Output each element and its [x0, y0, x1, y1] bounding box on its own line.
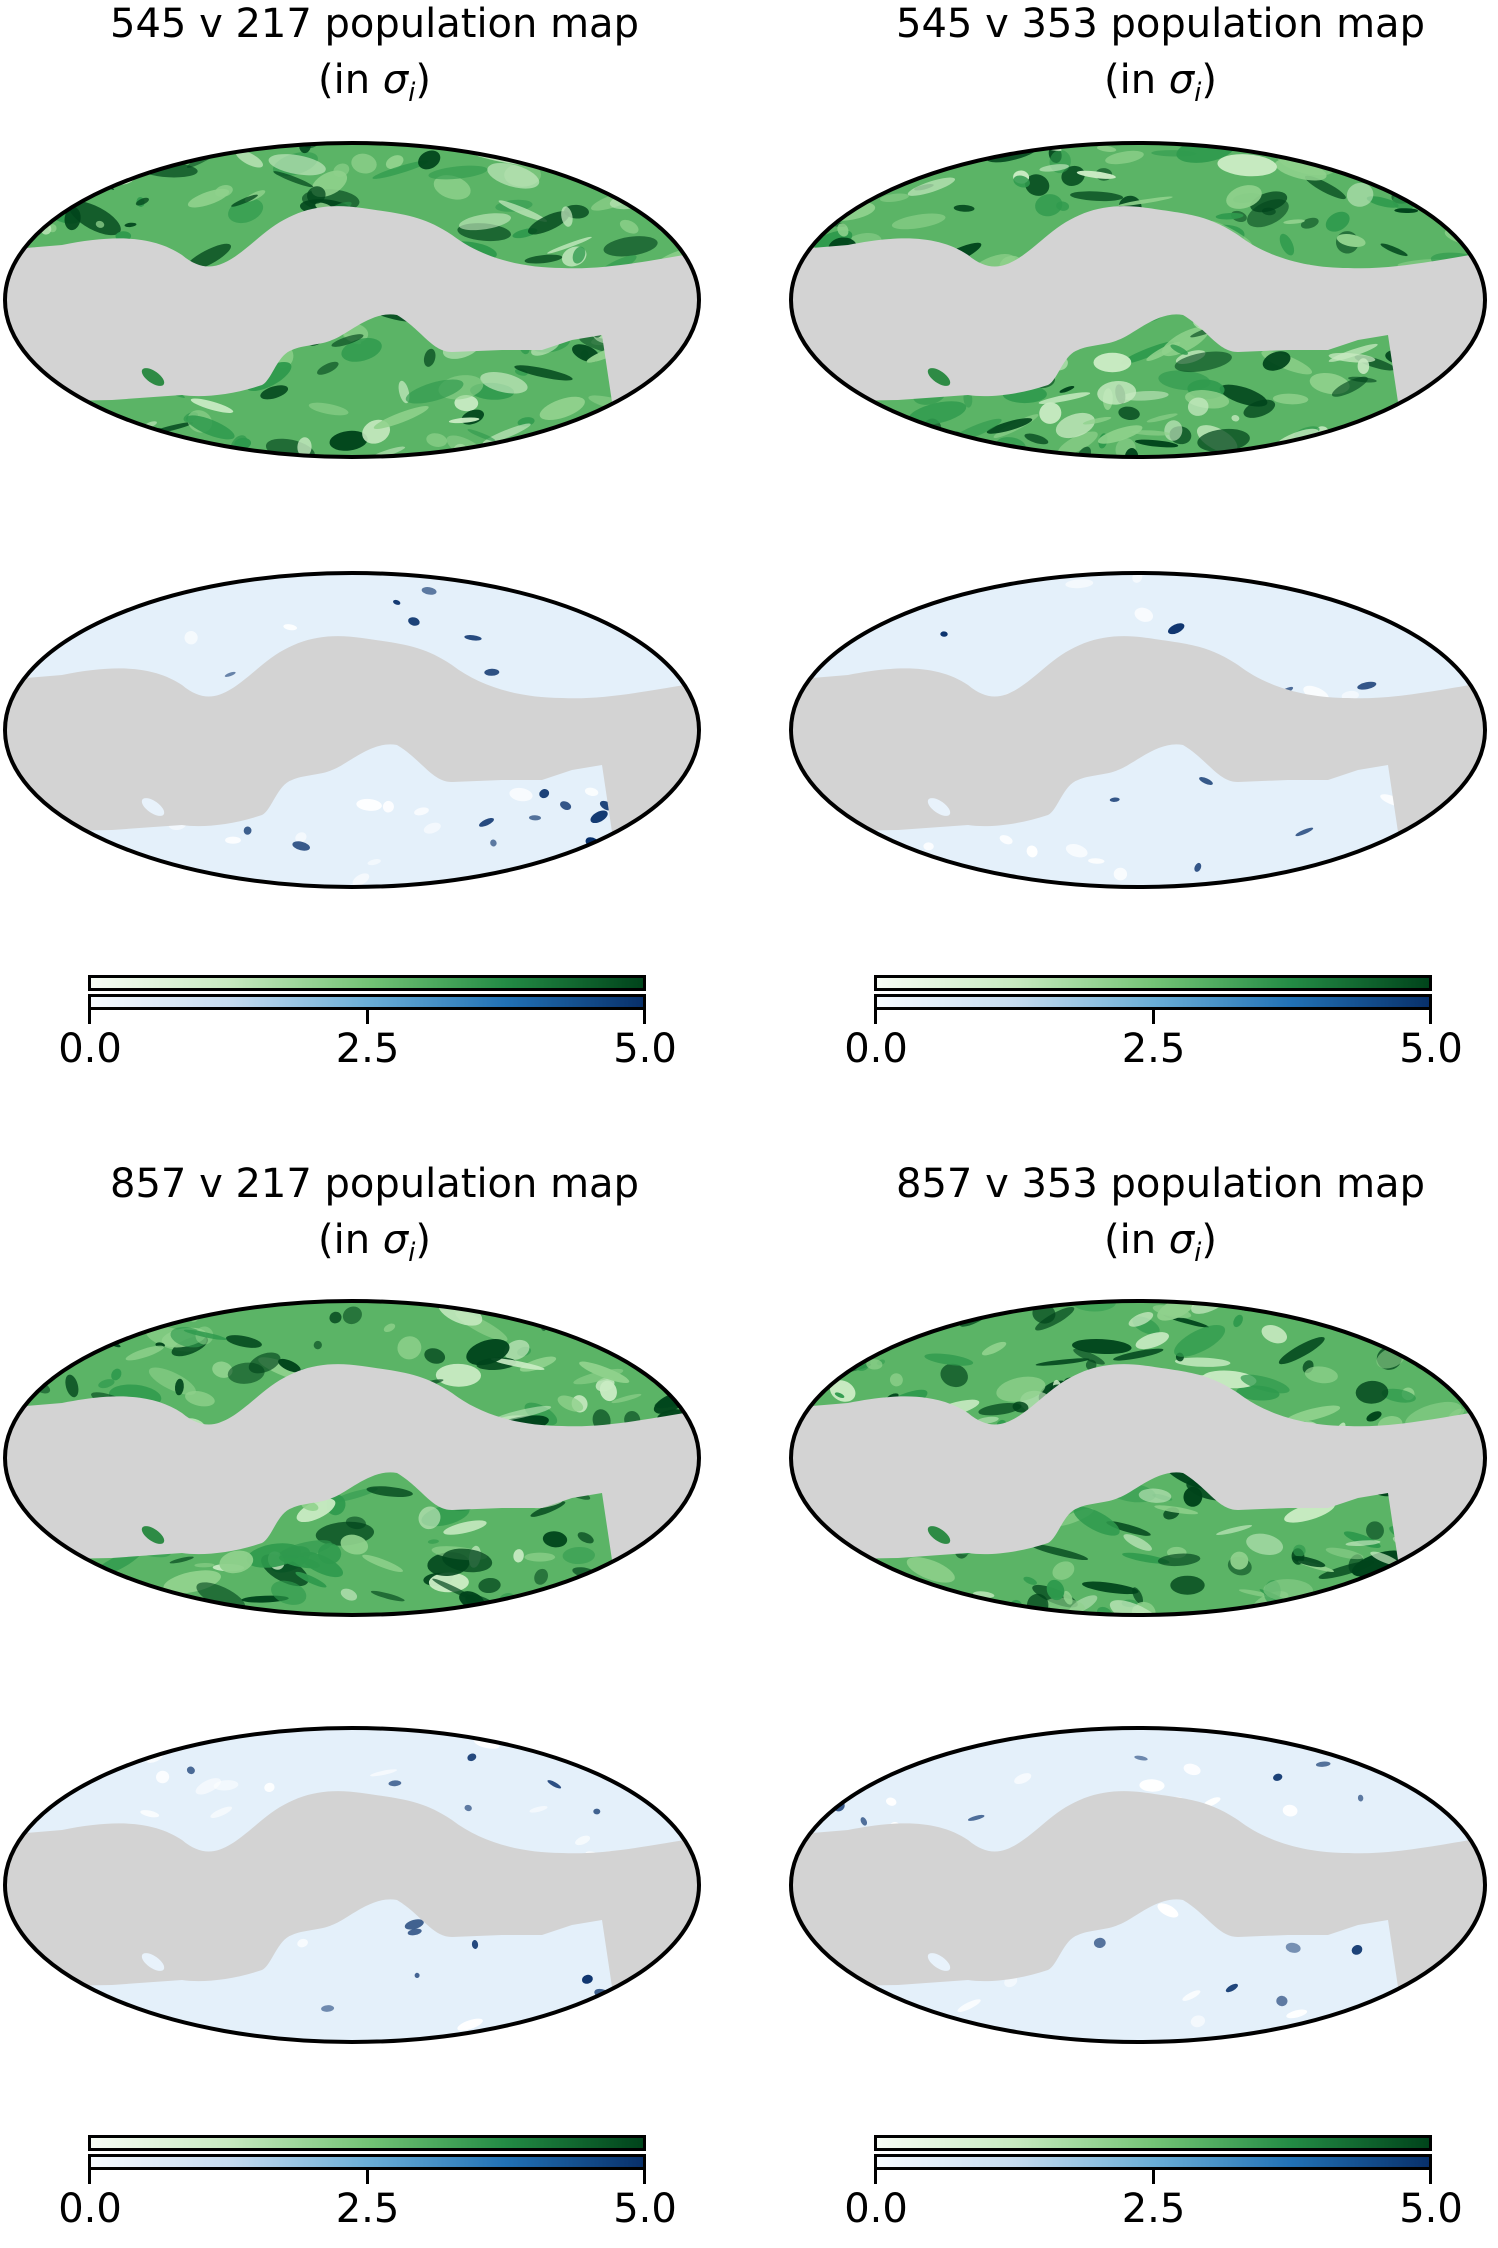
map-outline — [789, 141, 1487, 459]
blue-population-map — [789, 1726, 1487, 2044]
galactic-mask — [5, 1791, 699, 1987]
map-outline — [3, 1726, 701, 2044]
blues-colorbar — [874, 2154, 1432, 2170]
blues-colorbar — [88, 2154, 646, 2170]
galactic-mask — [791, 636, 1485, 832]
galactic-mask — [5, 206, 699, 402]
green-population-map — [3, 1299, 701, 1617]
colorbar-tick-label: 5.0 — [613, 2186, 677, 2232]
greens-colorbar — [88, 2135, 646, 2151]
colorbar-545v353: 0.0 2.5 5.0 — [786, 975, 1498, 1071]
colorbar-tick — [874, 1010, 877, 1024]
colorbar-tick-label: 2.5 — [335, 1026, 400, 1072]
colorbar-tick — [643, 1010, 646, 1024]
map-outline — [789, 571, 1487, 889]
colorbar-tick — [88, 1010, 91, 1024]
blue-population-map — [3, 1726, 701, 2044]
blue-population-map — [789, 571, 1487, 889]
map-outline — [3, 141, 701, 459]
panel-title: 545 v 217 population map (in σi) — [110, 1, 639, 108]
greens-colorbar — [874, 2135, 1432, 2151]
colorbar-tick — [1151, 1010, 1155, 1024]
colorbar-857v217: 0.0 2.5 5.0 — [0, 2135, 749, 2231]
galactic-mask — [5, 1364, 699, 1560]
panel-title: 857 v 353 population map (in σi) — [896, 1161, 1425, 1268]
colorbar-tick — [1429, 2170, 1432, 2184]
blues-colorbar — [874, 994, 1432, 1010]
colorbar-tick-label: 5.0 — [1399, 2186, 1463, 2232]
colorbar-tick-label: 0.0 — [844, 1026, 908, 1072]
panel-title: 857 v 217 population map (in σi) — [110, 1161, 639, 1268]
colorbar-tick — [1151, 2170, 1155, 2184]
colorbar-tick — [1429, 1010, 1432, 1024]
map-outline — [789, 1299, 1487, 1617]
colorbar-tick — [88, 2170, 91, 2184]
colorbar-tick-label: 2.5 — [335, 2186, 400, 2232]
colorbar-tick-label: 5.0 — [613, 1026, 677, 1072]
colorbar-857v353: 0.0 2.5 5.0 — [786, 2135, 1498, 2231]
greens-colorbar — [874, 975, 1432, 991]
blue-population-map — [3, 571, 701, 889]
colorbar-tick-label: 0.0 — [58, 1026, 122, 1072]
galactic-mask — [791, 1791, 1485, 1987]
colorbar-tick-label: 2.5 — [1121, 1026, 1186, 1072]
colorbar-tick-label: 0.0 — [58, 2186, 122, 2232]
galactic-mask — [791, 1364, 1485, 1560]
green-population-map — [789, 1299, 1487, 1617]
galactic-mask — [791, 206, 1485, 402]
colorbar-tick-label: 5.0 — [1399, 1026, 1463, 1072]
colorbar-tick — [365, 1010, 369, 1024]
map-outline — [3, 571, 701, 889]
colorbar-545v217: 0.0 2.5 5.0 — [0, 975, 749, 1071]
colorbar-tick — [365, 2170, 369, 2184]
blues-colorbar — [88, 994, 646, 1010]
colorbar-tick-label: 0.0 — [844, 2186, 908, 2232]
colorbar-tick — [874, 2170, 877, 2184]
galactic-mask — [5, 636, 699, 832]
green-population-map — [3, 141, 701, 459]
greens-colorbar — [88, 975, 646, 991]
map-outline — [3, 1299, 701, 1617]
panel-title: 545 v 353 population map (in σi) — [896, 1, 1425, 108]
green-population-map — [789, 141, 1487, 459]
colorbar-tick-label: 2.5 — [1121, 2186, 1186, 2232]
map-outline — [789, 1726, 1487, 2044]
colorbar-tick — [643, 2170, 646, 2184]
